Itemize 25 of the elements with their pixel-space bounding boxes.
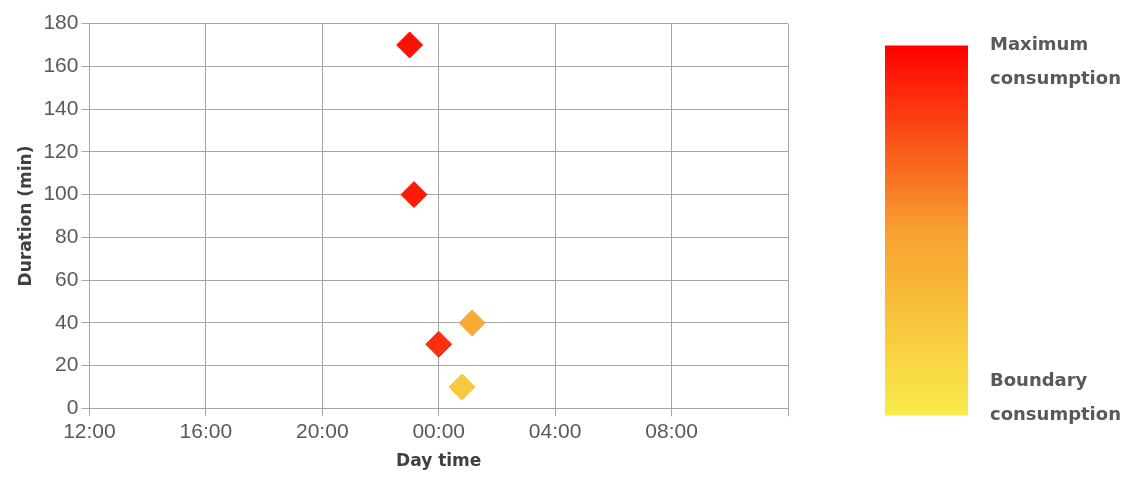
y-tick-label: 20 [55,352,79,376]
x-axis-title: Day time [396,450,482,471]
x-tick-label: 12:00 [63,418,116,442]
y-tick-label: 40 [55,309,79,333]
point [425,330,453,358]
y-tick-label: 160 [43,53,79,77]
point [400,181,428,209]
x-tick-label: 00:00 [412,418,465,442]
y-tick-label: 100 [43,181,79,205]
y-tick-label: 140 [43,95,79,119]
y-tick-label: 80 [55,224,79,248]
y-tick-label: 120 [43,138,79,162]
color-bar-label: Maximum consumption [990,33,1121,89]
x-tick-label: 04:00 [528,418,582,442]
point [396,31,424,59]
x-tick-label: 08:00 [645,418,698,442]
x-tick-label: 20:00 [296,418,349,442]
color-bar-label: Boundary consumption [990,369,1121,425]
point [458,309,486,337]
y-tick-label: 180 [43,10,79,34]
y-tick-label: 60 [55,266,79,290]
x-tick-label: 16:00 [179,418,233,442]
y-axis-title: Duration (min) [14,145,35,287]
point [448,373,476,401]
y-tick-label: 0 [66,395,79,419]
